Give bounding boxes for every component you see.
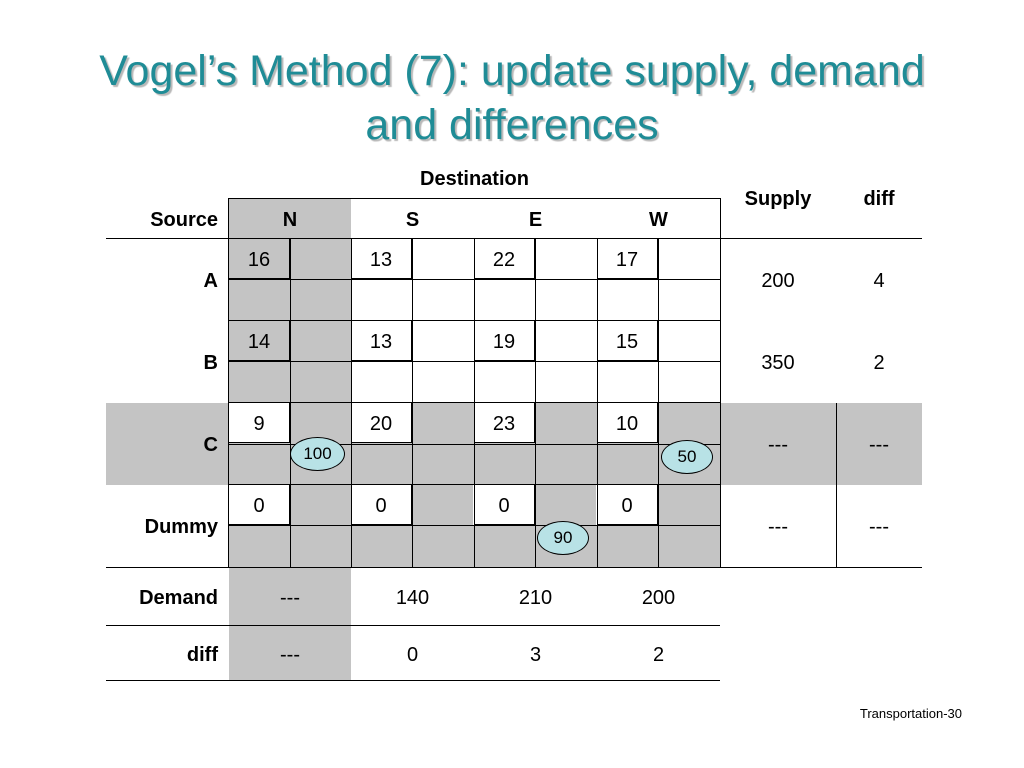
- supply-a: 200: [761, 270, 795, 292]
- cost-cell-b-n: 14: [229, 321, 290, 361]
- supply-b: 350: [761, 352, 795, 374]
- slide-title-line-2: and differences: [365, 101, 659, 149]
- cost-cell-a-n: 16: [229, 239, 290, 279]
- cost-cell-c-s: 20: [351, 403, 412, 443]
- shaded-cell-a-n-right: [290, 239, 351, 279]
- cost-cell-b-e: 19: [474, 321, 535, 361]
- row-label-dummy: Dummy: [144, 516, 218, 538]
- supply-header: Supply: [744, 188, 812, 210]
- destination-header: Destination: [420, 168, 529, 190]
- column-header-n: N: [282, 209, 298, 231]
- rule-s-col: [412, 239, 413, 567]
- supply-c: ---: [768, 434, 788, 456]
- demand-e: 210: [518, 587, 553, 609]
- rule-e-w: [597, 239, 598, 567]
- rule-s-e: [474, 239, 475, 567]
- shaded-dummy-right-e: [535, 485, 596, 525]
- row-label-b: B: [203, 352, 218, 374]
- shaded-dummy-right-n: [290, 485, 351, 525]
- cost-cell-c-w: 10: [597, 403, 658, 443]
- slide-title-line-1: Vogel’s Method (7): update supply, deman…: [99, 47, 925, 95]
- col-diff-n: ---: [280, 644, 300, 666]
- col-diff-e: 3: [529, 644, 542, 666]
- column-header-s: S: [405, 209, 420, 231]
- cost-cell-b-w: 15: [597, 321, 658, 361]
- rule-n-s: [351, 239, 352, 567]
- cost-cell-dummy-n: 0: [229, 485, 290, 525]
- shaded-cell-b-n-right: [290, 321, 351, 361]
- diff-header: diff: [863, 188, 895, 210]
- cost-cell-c-n: 9: [229, 403, 290, 443]
- diff-dummy: ---: [869, 516, 889, 538]
- cost-cell-c-e: 23: [474, 403, 535, 443]
- cost-cell-b-s: 13: [351, 321, 412, 361]
- cost-cell-dummy-s: 0: [351, 485, 412, 525]
- cost-cell-dummy-e: 0: [474, 485, 535, 525]
- slide-footer: Transportation-30: [859, 706, 962, 721]
- col-diff-s: 0: [406, 644, 419, 666]
- cost-cell-a-w: 17: [597, 239, 658, 279]
- rule-destination-underline: [229, 198, 720, 199]
- cost-cell-dummy-w: 0: [597, 485, 658, 525]
- column-header-e: E: [528, 209, 543, 231]
- rule-source-col: [228, 198, 229, 568]
- row-label-a: A: [203, 270, 218, 292]
- cost-cell-a-s: 13: [351, 239, 412, 279]
- column-header-w: W: [649, 209, 668, 231]
- shaded-column-n-header: [229, 199, 351, 239]
- slide-title: Vogel’s Method (7): update supply, deman…: [40, 44, 984, 152]
- allocation-dummy-e: 90: [537, 521, 589, 555]
- cost-cell-a-e: 22: [474, 239, 535, 279]
- rule-dummy-bottom: [106, 567, 922, 568]
- row-label-c: C: [203, 434, 218, 456]
- supply-dummy: ---: [768, 516, 788, 538]
- demand-w: 200: [641, 587, 676, 609]
- shaded-dummy-right-s: [412, 485, 473, 525]
- demand-s: 140: [395, 587, 430, 609]
- demand-label: Demand: [139, 587, 218, 609]
- diff-c: ---: [869, 434, 889, 456]
- source-header: Source: [150, 209, 218, 231]
- col-diff-label: diff: [186, 644, 218, 666]
- rule-header-bottom: [106, 238, 922, 239]
- rule-demand-bottom: [106, 625, 720, 626]
- rule-n-col: [290, 239, 291, 567]
- diff-b: 2: [873, 352, 885, 374]
- shaded-dummy-right-w: [658, 485, 720, 525]
- rule-supply-diff: [836, 403, 837, 567]
- allocation-c-w: 50: [661, 440, 713, 474]
- demand-n: ---: [280, 587, 300, 609]
- rule-table-bottom: [106, 680, 720, 681]
- shaded-column-n-demand: [229, 568, 351, 680]
- col-diff-w: 2: [652, 644, 665, 666]
- diff-a: 4: [873, 270, 885, 292]
- rule-w-col: [658, 239, 659, 567]
- rule-supply-left: [720, 198, 721, 568]
- rule-e-col: [535, 239, 536, 567]
- allocation-c-n: 100: [290, 437, 345, 471]
